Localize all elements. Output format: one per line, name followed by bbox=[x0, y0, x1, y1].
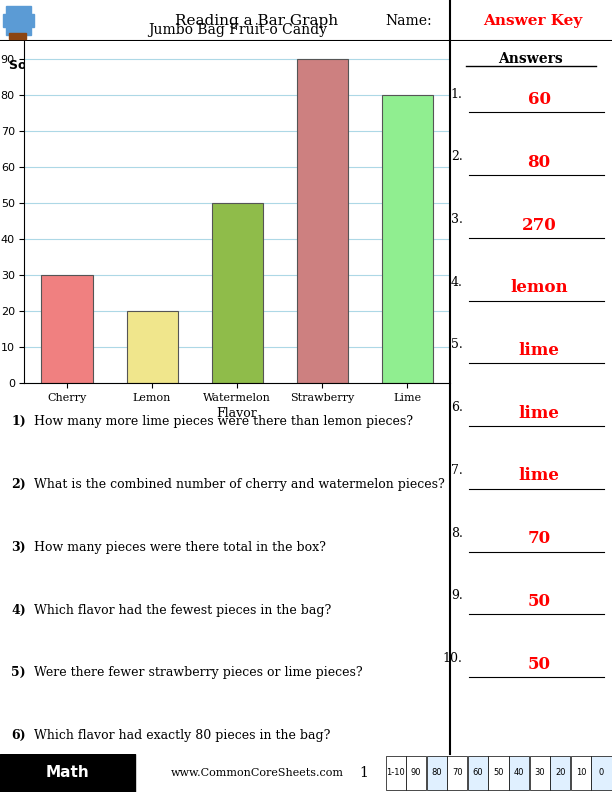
Bar bbox=[0, 754, 135, 792]
Bar bbox=[406, 756, 427, 790]
Text: 1.: 1. bbox=[451, 88, 463, 101]
Bar bbox=[488, 756, 509, 790]
Bar bbox=[297, 59, 348, 383]
Text: Which flavor had exactly 80 pieces in the bag?: Which flavor had exactly 80 pieces in th… bbox=[34, 729, 330, 742]
Text: lime: lime bbox=[518, 467, 559, 485]
Bar bbox=[42, 276, 92, 383]
Text: 1: 1 bbox=[360, 766, 368, 780]
Text: 70: 70 bbox=[452, 767, 463, 777]
Text: 4): 4) bbox=[11, 604, 26, 617]
Bar bbox=[447, 756, 468, 790]
Text: 20: 20 bbox=[555, 767, 565, 777]
Text: lime: lime bbox=[518, 342, 559, 359]
Bar bbox=[571, 756, 591, 790]
Text: 60: 60 bbox=[528, 91, 551, 108]
Text: 60: 60 bbox=[472, 767, 483, 777]
Bar bbox=[212, 204, 263, 383]
Text: 1-10: 1-10 bbox=[386, 767, 405, 777]
Text: Math: Math bbox=[45, 766, 89, 780]
Text: 2.: 2. bbox=[451, 150, 463, 163]
Text: www.CommonCoreSheets.com: www.CommonCoreSheets.com bbox=[171, 768, 343, 778]
Text: Which flavor had the fewest pieces in the bag?: Which flavor had the fewest pieces in th… bbox=[34, 604, 331, 617]
X-axis label: Flavor: Flavor bbox=[217, 407, 258, 421]
Text: 5.: 5. bbox=[451, 338, 463, 352]
Bar bbox=[509, 756, 529, 790]
Text: 4.: 4. bbox=[451, 276, 463, 289]
Text: 50: 50 bbox=[493, 767, 504, 777]
Text: Answer Key: Answer Key bbox=[483, 13, 582, 28]
Text: 3): 3) bbox=[11, 541, 26, 554]
Title: Jumbo Bag Fruit-o Candy: Jumbo Bag Fruit-o Candy bbox=[147, 23, 327, 37]
Bar bbox=[529, 756, 550, 790]
Text: 50: 50 bbox=[528, 656, 551, 672]
Text: 6.: 6. bbox=[451, 401, 463, 414]
Text: 9.: 9. bbox=[451, 589, 463, 603]
Text: 5): 5) bbox=[11, 666, 26, 680]
Text: 270: 270 bbox=[521, 216, 556, 234]
Text: Name:: Name: bbox=[386, 13, 432, 28]
Text: 50: 50 bbox=[528, 593, 551, 610]
Bar bbox=[386, 756, 406, 790]
Text: 40: 40 bbox=[514, 767, 524, 777]
Bar bbox=[9, 33, 26, 39]
Text: 80: 80 bbox=[431, 767, 442, 777]
Bar bbox=[550, 756, 570, 790]
Bar bbox=[591, 756, 611, 790]
Bar bbox=[427, 756, 447, 790]
Bar bbox=[127, 311, 177, 383]
Text: 10.: 10. bbox=[443, 652, 463, 665]
Text: 6): 6) bbox=[11, 729, 26, 742]
Bar bbox=[6, 6, 31, 35]
Text: 90: 90 bbox=[411, 767, 422, 777]
Text: lime: lime bbox=[518, 405, 559, 421]
Text: 70: 70 bbox=[528, 530, 551, 547]
Text: 8.: 8. bbox=[451, 527, 463, 539]
Text: 7.: 7. bbox=[451, 464, 463, 477]
Bar bbox=[468, 756, 488, 790]
Text: How many pieces were there total in the box?: How many pieces were there total in the … bbox=[34, 541, 326, 554]
Text: What is the combined number of cherry and watermelon pieces?: What is the combined number of cherry an… bbox=[34, 478, 444, 491]
Text: 2): 2) bbox=[11, 478, 26, 491]
Text: 30: 30 bbox=[534, 767, 545, 777]
Text: Solve each problem.: Solve each problem. bbox=[9, 59, 152, 72]
Bar bbox=[382, 95, 433, 383]
Text: Answers: Answers bbox=[499, 52, 563, 66]
Text: lemon: lemon bbox=[510, 280, 568, 296]
Text: 10: 10 bbox=[576, 767, 586, 777]
Text: 3.: 3. bbox=[451, 213, 463, 226]
Text: Were there fewer strawberry pieces or lime pieces?: Were there fewer strawberry pieces or li… bbox=[34, 666, 362, 680]
Text: 1): 1) bbox=[11, 415, 26, 428]
Bar bbox=[3, 13, 34, 27]
Text: 80: 80 bbox=[528, 154, 551, 171]
Text: Reading a Bar Graph: Reading a Bar Graph bbox=[176, 13, 338, 28]
Text: 0: 0 bbox=[599, 767, 604, 777]
Text: How many more lime pieces were there than lemon pieces?: How many more lime pieces were there tha… bbox=[34, 415, 412, 428]
